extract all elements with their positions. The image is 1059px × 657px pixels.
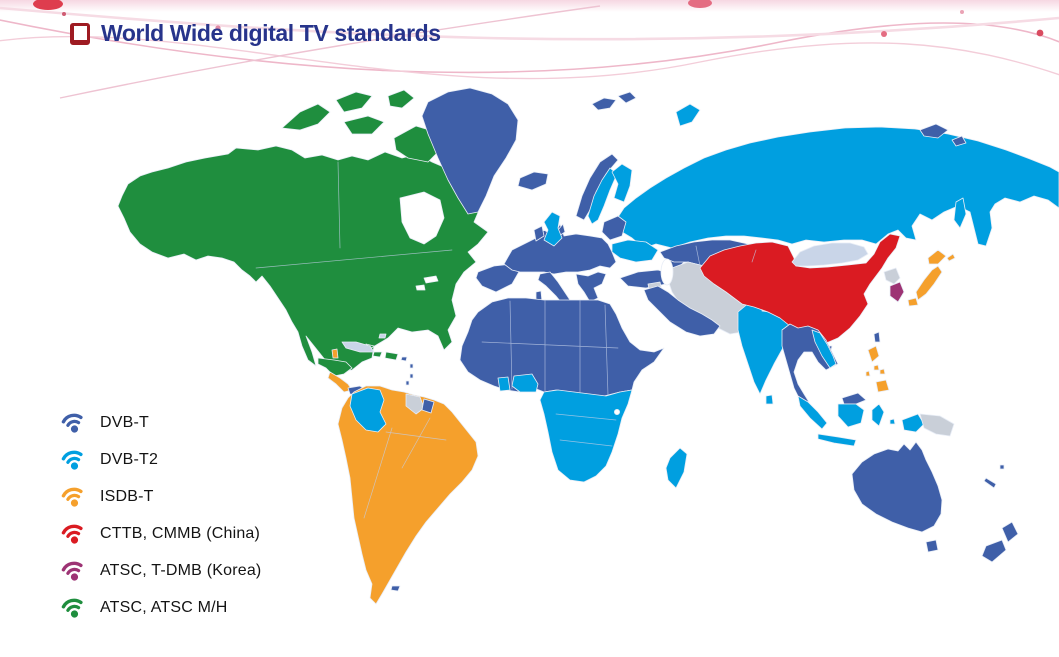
region-philippines xyxy=(865,345,890,393)
region-arabia xyxy=(643,285,721,337)
legend-item-dvb-t: DVB-T xyxy=(60,404,261,441)
region-australia xyxy=(851,441,943,533)
caspian-sea xyxy=(660,258,674,286)
wifi-icon xyxy=(61,598,83,618)
region-greenland xyxy=(421,87,519,215)
legend-label: DVB-T2 xyxy=(100,450,159,468)
region-finland xyxy=(611,163,633,203)
country-borders xyxy=(255,161,757,519)
region-ukraine xyxy=(611,239,659,263)
bullet-icon xyxy=(70,22,90,45)
region-sakhalin xyxy=(953,197,967,229)
legend: DVB-T DVB-T2 ISDB-T xyxy=(60,404,261,626)
region-falklands xyxy=(390,585,401,592)
region-china xyxy=(699,233,901,345)
region-jamaica-hispaniola xyxy=(372,351,399,361)
region-iberia xyxy=(475,263,521,293)
region-tasmania xyxy=(925,539,939,553)
region-arctic-east-islands xyxy=(919,123,967,147)
region-papua-new-guinea xyxy=(919,413,955,437)
wifi-icon xyxy=(61,450,83,470)
legend-item-atsc: ATSC, ATSC M/H xyxy=(60,589,261,626)
region-mongolia xyxy=(791,242,869,267)
region-sri-lanka xyxy=(765,394,774,405)
legend-item-isdb-t: ISDB-T xyxy=(60,478,261,515)
region-north-korea xyxy=(883,267,901,285)
region-madagascar xyxy=(665,447,688,489)
region-baltics-belarus xyxy=(601,215,627,241)
region-africa-north xyxy=(459,297,665,397)
legend-item-dvb-t2: DVB-T2 xyxy=(60,441,261,478)
region-indonesia xyxy=(797,395,925,447)
region-balkans-greece xyxy=(575,271,607,303)
region-vietnam xyxy=(811,329,837,369)
page-title: World Wide digital TV standards xyxy=(101,20,441,46)
region-ghana xyxy=(497,376,511,392)
region-colombia xyxy=(349,387,387,433)
legend-item-cttb-cmmb: CTTB, CMMB (China) xyxy=(60,515,261,552)
region-puerto-rico-antilles xyxy=(400,356,414,386)
region-french-guiana xyxy=(421,398,435,414)
region-arctic-islands xyxy=(281,89,453,163)
region-japan xyxy=(907,249,956,307)
lake-victoria xyxy=(614,408,621,415)
region-guyana-suriname xyxy=(405,393,425,415)
region-russia xyxy=(615,126,1059,249)
region-sweden xyxy=(587,167,618,225)
region-svalbard xyxy=(591,91,637,111)
region-belize xyxy=(331,348,339,359)
region-south-korea xyxy=(889,281,905,303)
region-africa-south xyxy=(539,389,633,483)
region-north-america xyxy=(117,145,489,373)
region-south-america xyxy=(337,385,479,605)
region-guatemala-honduras xyxy=(317,357,353,377)
legend-label: ATSC, ATSC M/H xyxy=(100,598,228,616)
region-taiwan xyxy=(873,331,881,343)
region-new-caledonia xyxy=(983,464,1005,489)
region-malaysia-borneo xyxy=(841,392,867,405)
wifi-icon xyxy=(61,524,83,544)
region-iceland xyxy=(517,171,549,191)
legend-label: ISDB-T xyxy=(100,487,154,505)
wifi-icon xyxy=(61,487,83,507)
slide-title-row: World Wide digital TV standards xyxy=(70,20,441,47)
legend-item-atsc-tdmb: ATSC, T-DMB (Korea) xyxy=(60,552,261,589)
legend-label: ATSC, T-DMB (Korea) xyxy=(100,561,262,579)
region-novaya-zemlya xyxy=(675,103,701,127)
region-ireland xyxy=(533,225,545,242)
region-uk xyxy=(543,211,563,247)
region-new-zealand xyxy=(981,521,1019,563)
wifi-icon xyxy=(61,413,83,433)
legend-label: DVB-T xyxy=(100,413,149,431)
wifi-icon xyxy=(61,561,83,581)
region-costa-rica-salvador xyxy=(327,371,353,393)
legend-label: CTTB, CMMB (China) xyxy=(100,524,261,542)
region-norway xyxy=(575,153,619,221)
great-lakes xyxy=(415,275,439,291)
hudson-bay xyxy=(399,191,445,245)
